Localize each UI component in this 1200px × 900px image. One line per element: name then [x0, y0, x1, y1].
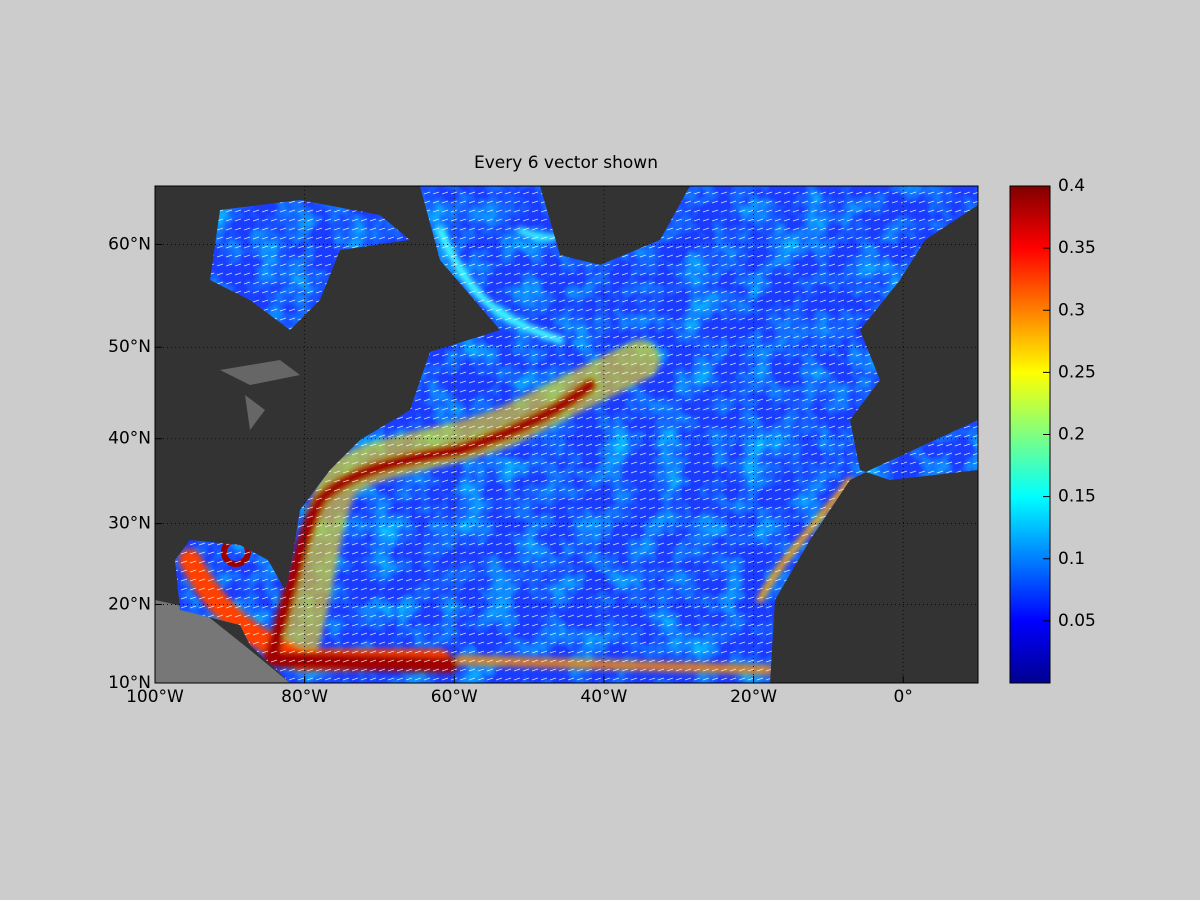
colorbar-tick-label: 0.3: [1058, 300, 1085, 320]
x-tick-label: 80°W: [281, 687, 328, 707]
colorbar-tick-label: 0.15: [1058, 487, 1096, 507]
chart-title: Every 6 vector shown: [474, 153, 658, 173]
colorbar-tick-label: 0.35: [1058, 238, 1096, 258]
y-tick-label: 40°N: [108, 429, 151, 449]
x-tick-label: 100°W: [126, 687, 184, 707]
x-tick-label: 0°: [894, 687, 913, 707]
y-tick-label: 50°N: [108, 337, 151, 357]
colorbar-tick-label: 0.1: [1058, 549, 1085, 569]
colorbar-tick-label: 0.05: [1058, 611, 1096, 631]
y-tick-label: 10°N: [108, 673, 151, 693]
colorbar-tick-label: 0.25: [1058, 362, 1096, 382]
x-tick-label: 60°W: [431, 687, 478, 707]
lakes: [220, 360, 300, 430]
x-tick-label: 40°W: [580, 687, 627, 707]
map-area: [154, 185, 979, 684]
y-tick-label: 20°N: [108, 594, 151, 614]
y-tick-label: 30°N: [108, 514, 151, 534]
y-tick-label: 60°N: [108, 234, 151, 254]
colorbar-tick-label: 0.4: [1058, 176, 1085, 196]
land-shade: [155, 600, 290, 683]
colorbar-tick-label: 0.2: [1058, 425, 1085, 445]
x-tick-label: 20°W: [730, 687, 777, 707]
